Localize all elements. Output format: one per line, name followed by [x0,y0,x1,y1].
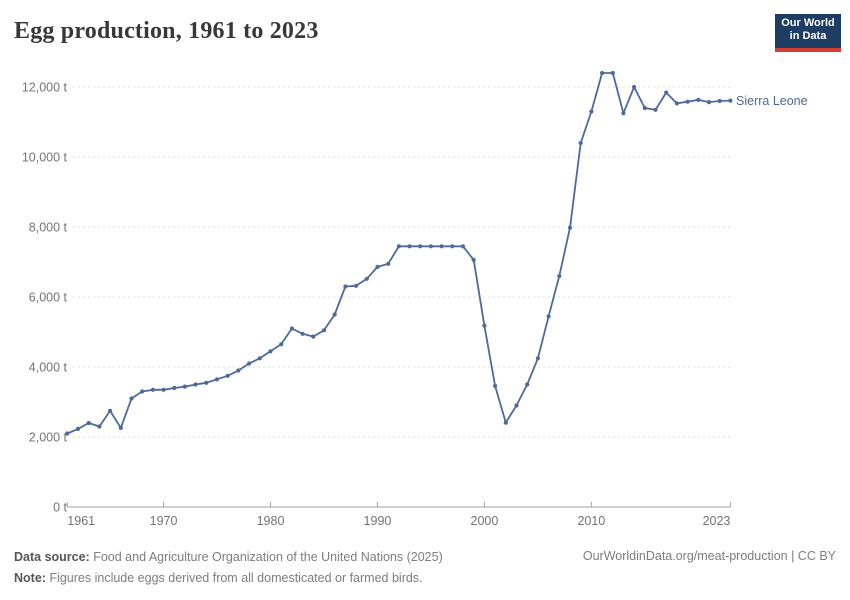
data-point[interactable] [75,426,81,431]
data-point[interactable] [343,284,348,289]
data-point[interactable] [696,97,701,102]
y-tick-label: 2,000 t [29,431,68,445]
page-title: Egg production, 1961 to 2023 [14,18,319,44]
x-tick-label: 2023 [703,514,731,528]
data-point[interactable] [428,244,433,249]
datasource-text: Food and Agriculture Organization of the… [93,550,443,564]
data-point[interactable] [86,420,91,426]
data-point[interactable] [503,420,508,425]
data-point[interactable] [375,264,380,269]
data-point[interactable] [279,342,284,347]
footer-source-note: Data source: Food and Agriculture Organi… [14,547,443,589]
data-point[interactable] [706,100,712,105]
data-series[interactable] [65,70,733,436]
data-point[interactable] [364,276,369,281]
data-point[interactable] [632,84,637,90]
datasource-label: Data source: [14,550,90,564]
data-point[interactable] [182,384,187,389]
note-text: Figures include eggs derived from all do… [49,571,423,585]
data-point[interactable] [557,273,562,279]
data-point[interactable] [354,283,359,288]
x-tick-label: 1980 [257,514,285,528]
data-point[interactable] [108,408,113,413]
x-axis: 1961 1970 1980 1990 2000 2010 2023 [66,502,731,528]
data-point[interactable] [321,328,327,333]
data-point[interactable] [386,261,391,266]
data-point[interactable] [225,373,230,378]
data-point[interactable] [332,312,337,317]
data-point[interactable] [717,98,722,104]
series-label-sierra-leone[interactable]: Sierra Leone [736,94,808,108]
data-point[interactable] [589,109,594,114]
data-point[interactable] [439,244,444,249]
y-tick-label: 4,000 t [29,361,68,375]
data-point[interactable] [257,356,262,361]
data-point[interactable] [578,140,583,146]
data-point[interactable] [407,244,412,249]
data-point[interactable] [214,377,220,382]
owid-logo-line2: in Data [789,30,827,42]
series-line-sierra-leone[interactable] [66,72,732,435]
note-line: Note: Figures include eggs derived from … [14,568,443,589]
note-label: Note: [14,571,46,585]
data-point[interactable] [664,90,669,95]
gridlines [73,86,731,438]
data-point[interactable] [450,244,455,249]
data-point[interactable] [653,107,658,112]
data-point[interactable] [535,356,541,361]
y-tick-label: 0 t [53,501,67,515]
data-point[interactable] [150,387,155,392]
data-point[interactable] [161,387,166,392]
data-point[interactable] [600,70,605,76]
datasource-line: Data source: Food and Agriculture Organi… [14,547,443,568]
owid-logo[interactable]: Our World in Data [775,14,841,52]
data-point[interactable] [97,424,102,429]
data-point[interactable] [525,382,530,387]
x-tick-label: 2010 [577,514,605,528]
data-point[interactable] [65,431,70,436]
data-point[interactable] [140,389,145,394]
data-point[interactable] [418,244,423,249]
data-point[interactable] [610,70,615,76]
data-point[interactable] [129,396,134,401]
footer-link[interactable]: OurWorldinData.org/meat-production | CC … [582,549,836,563]
y-tick-label: 12,000 t [22,81,68,95]
y-tick-label: 10,000 t [22,151,68,165]
data-point[interactable] [674,101,680,106]
data-point[interactable] [204,380,209,385]
x-tick-label: 1961 [67,514,95,528]
data-point[interactable] [471,257,476,262]
data-point[interactable] [268,349,273,354]
data-point[interactable] [514,403,519,408]
data-point[interactable] [236,368,241,373]
x-tick-label: 1970 [150,514,178,528]
data-point[interactable] [728,98,733,103]
x-tick-label: 1990 [364,514,392,528]
data-point[interactable] [621,111,626,116]
data-point[interactable] [567,225,573,230]
y-axis-tick-labels: 0 t 2,000 t 4,000 t 6,000 t 8,000 t 10,000 t 1… [22,81,68,515]
data-point[interactable] [311,334,316,339]
owid-logo-line1: Our World [781,17,835,29]
data-point[interactable] [460,244,466,249]
data-point[interactable] [493,383,498,388]
data-point[interactable] [685,99,690,104]
x-tick-label: 2000 [471,514,499,528]
y-tick-label: 6,000 t [29,291,68,305]
data-point[interactable] [289,326,294,331]
data-point[interactable] [172,385,177,391]
y-tick-label: 8,000 t [29,221,68,235]
data-point[interactable] [642,105,647,111]
data-point[interactable] [300,331,305,336]
data-point[interactable] [118,425,123,430]
data-point[interactable] [396,244,401,249]
data-point[interactable] [482,323,487,328]
data-point[interactable] [546,314,551,319]
data-point[interactable] [193,382,198,387]
data-point[interactable] [247,361,252,366]
